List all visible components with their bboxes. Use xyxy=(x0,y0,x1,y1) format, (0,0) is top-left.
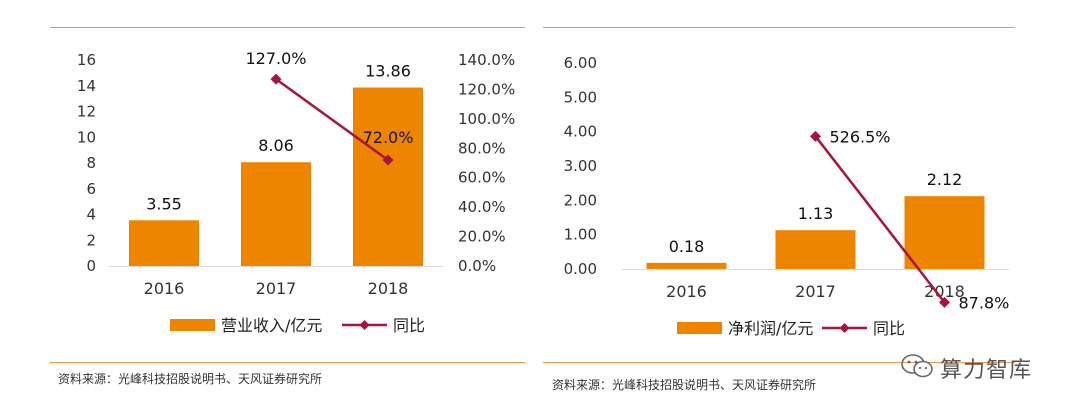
right-bottom-rule xyxy=(543,362,1015,363)
left-y2-tick: 20.0% xyxy=(458,228,506,246)
right-legend-line-label: 同比 xyxy=(873,319,905,338)
left-y-tick: 12 xyxy=(77,103,96,121)
right-bar xyxy=(904,196,985,269)
right-legend-line-marker xyxy=(839,323,850,333)
right-legend-bar-label: 净利润/亿元 xyxy=(728,319,813,338)
left-y2-tick: 140.0% xyxy=(458,51,515,69)
left-line-marker xyxy=(270,73,282,85)
left-y2-tick: 120.0% xyxy=(458,80,515,98)
left-y-tick: 16 xyxy=(77,51,96,69)
left-y-tick: 14 xyxy=(77,77,96,95)
right-x-tick: 2017 xyxy=(795,282,836,301)
left-source-note: 资料来源：光峰科技招股说明书、天风证券研究所 xyxy=(58,372,323,386)
watermark-text: 算力智库 xyxy=(939,358,1032,383)
left-y-tick: 10 xyxy=(77,128,96,146)
right-bar-label: 2.12 xyxy=(927,170,963,189)
right-bar-label: 1.13 xyxy=(798,204,834,223)
left-line-label: 72.0% xyxy=(363,128,414,147)
left-x-tick: 2017 xyxy=(256,279,297,298)
right-y-tick: 0.00 xyxy=(564,260,597,278)
left-y-tick: 4 xyxy=(86,206,96,224)
left-bar-label: 13.86 xyxy=(365,62,411,81)
right-source-note: 资料来源：光峰科技招股说明书、天风证券研究所 xyxy=(552,378,817,392)
right-line-label: 526.5% xyxy=(830,127,891,146)
right-bar xyxy=(775,230,856,269)
right-bar-label: 0.18 xyxy=(669,237,705,256)
left-y2-tick: 100.0% xyxy=(458,110,515,128)
left-bar xyxy=(353,87,423,267)
right-chart: 0.00 1.00 2.00 3.00 4.00 5.00 6.00 0.18 2016 1.13… xyxy=(564,54,1010,338)
left-legend-line-label: 同比 xyxy=(393,316,425,335)
left-y-tick: 0 xyxy=(86,257,96,275)
left-x-tick: 2018 xyxy=(368,279,409,298)
wechat-icon xyxy=(900,353,934,383)
left-y-tick: 6 xyxy=(86,180,96,198)
right-line-label: 87.8% xyxy=(959,293,1010,312)
right-y-tick: 5.00 xyxy=(564,88,597,106)
right-legend-bar-swatch xyxy=(677,322,722,334)
right-y-tick: 4.00 xyxy=(564,123,597,141)
right-line-marker xyxy=(810,130,821,142)
left-legend-bar-swatch xyxy=(170,319,215,331)
left-y2-tick: 0.0% xyxy=(458,257,496,275)
left-legend-bar-label: 营业收入/亿元 xyxy=(221,316,322,335)
left-y2-tick: 80.0% xyxy=(458,139,506,157)
left-line xyxy=(275,78,389,162)
right-x-tick: 2016 xyxy=(666,282,707,301)
left-x-tick: 2016 xyxy=(144,279,185,298)
left-y-tick: 2 xyxy=(86,231,96,249)
right-top-rule xyxy=(543,27,1015,28)
right-line-marker xyxy=(939,296,950,308)
left-line-marker xyxy=(382,154,394,166)
right-y-tick: 3.00 xyxy=(564,157,597,175)
left-chart: 0 2 4 6 8 10 12 14 16 0.0% 20.0% 40.0% 60.0% 80.0% 100… xyxy=(77,49,515,335)
left-legend-line-marker xyxy=(359,320,370,330)
right-y-tick: 1.00 xyxy=(564,226,597,244)
left-top-rule xyxy=(50,27,525,28)
right-y-tick: 2.00 xyxy=(564,191,597,209)
left-y-tick: 8 xyxy=(86,154,96,172)
left-bar-label: 8.06 xyxy=(258,136,294,155)
right-y-tick: 6.00 xyxy=(564,54,597,72)
left-line-label: 127.0% xyxy=(245,49,306,68)
left-bar xyxy=(241,162,311,266)
right-x-tick: 2018 xyxy=(924,282,965,301)
left-bar-label: 3.55 xyxy=(146,194,182,213)
left-bar xyxy=(129,220,199,266)
right-bar xyxy=(646,262,727,269)
right-line xyxy=(814,135,946,304)
left-y2-tick: 60.0% xyxy=(458,169,506,187)
watermark: 算力智库 xyxy=(900,352,1032,384)
left-bottom-rule xyxy=(50,362,525,363)
left-y2-tick: 40.0% xyxy=(458,198,506,216)
